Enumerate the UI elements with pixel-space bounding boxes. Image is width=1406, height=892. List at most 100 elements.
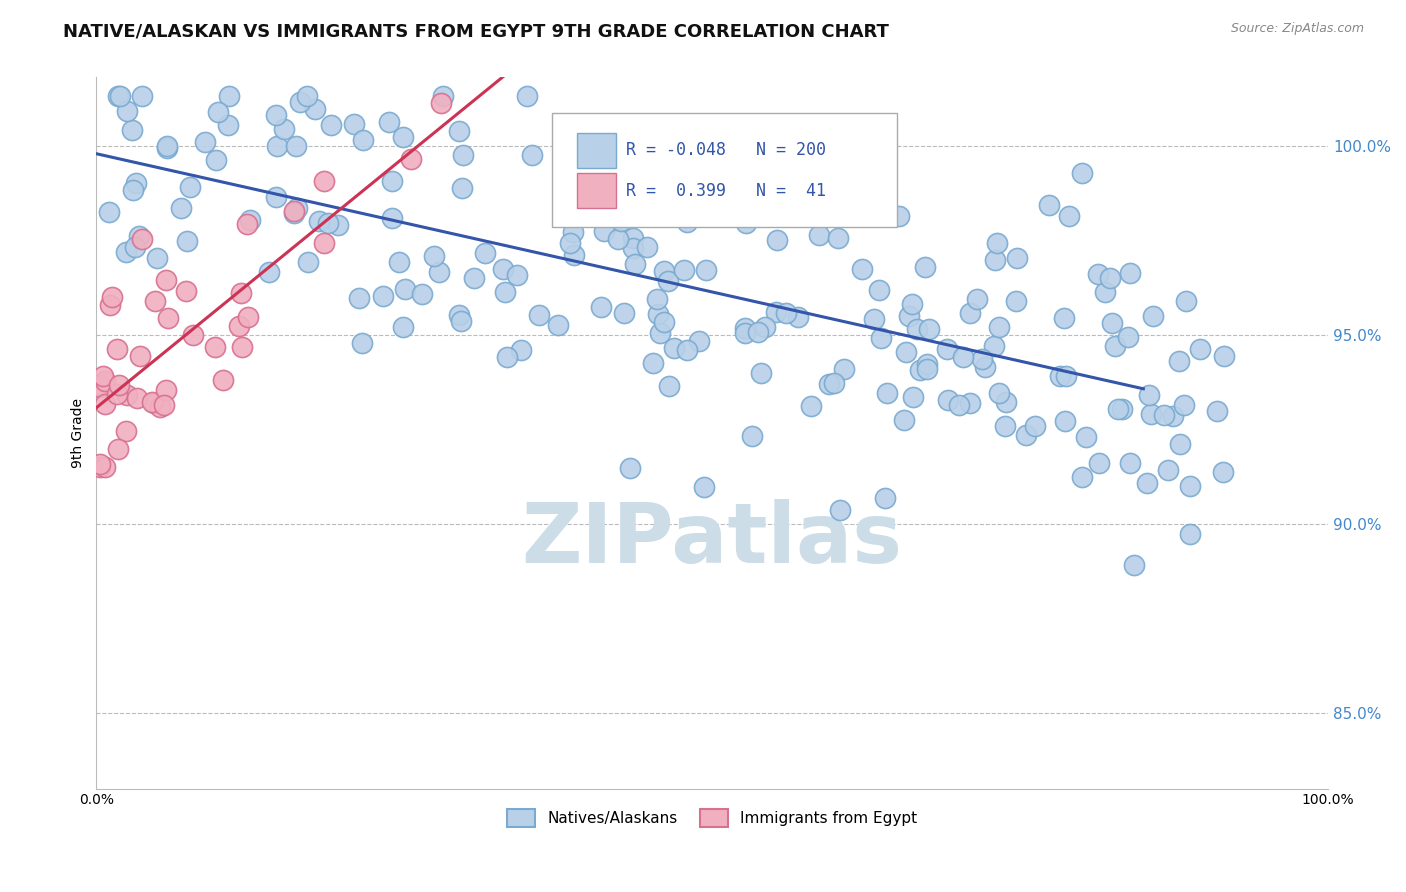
Point bbox=[1142, 310, 1164, 324]
Point bbox=[935, 342, 957, 356]
Text: NATIVE/ALASKAN VS IMMIGRANTS FROM EGYPT 9TH GRADE CORRELATION CHART: NATIVE/ALASKAN VS IMMIGRANTS FROM EGYPT … bbox=[63, 22, 889, 40]
Point bbox=[1094, 285, 1116, 299]
Point bbox=[170, 201, 193, 215]
Point bbox=[1136, 475, 1159, 490]
Point bbox=[218, 89, 240, 103]
Point bbox=[1053, 311, 1076, 326]
Point bbox=[496, 350, 519, 364]
Point bbox=[392, 320, 415, 334]
Point bbox=[115, 388, 138, 402]
Point bbox=[1139, 407, 1161, 421]
Point bbox=[124, 240, 146, 254]
Point bbox=[91, 368, 114, 383]
Point bbox=[381, 211, 404, 225]
Point bbox=[1057, 209, 1080, 223]
Point bbox=[427, 265, 450, 279]
Point bbox=[1005, 293, 1028, 308]
Point bbox=[643, 356, 665, 370]
Point bbox=[1054, 368, 1077, 383]
Point bbox=[494, 285, 516, 299]
Point bbox=[823, 376, 845, 390]
Point bbox=[1168, 437, 1191, 451]
Point bbox=[516, 89, 538, 103]
Point bbox=[378, 115, 401, 129]
Point bbox=[98, 298, 121, 312]
FancyBboxPatch shape bbox=[553, 113, 897, 227]
Point bbox=[108, 89, 131, 103]
Point bbox=[283, 204, 305, 219]
Point bbox=[562, 248, 585, 262]
Point bbox=[217, 118, 239, 132]
Point bbox=[1167, 354, 1189, 368]
Point bbox=[1163, 409, 1185, 423]
Point bbox=[621, 241, 644, 255]
Point bbox=[1015, 428, 1038, 442]
Point bbox=[959, 306, 981, 320]
Point bbox=[205, 153, 228, 167]
Point bbox=[453, 147, 475, 161]
Point bbox=[672, 263, 695, 277]
Point bbox=[273, 121, 295, 136]
Point bbox=[898, 309, 921, 323]
Point bbox=[856, 183, 879, 197]
Point bbox=[314, 174, 336, 188]
Point bbox=[676, 215, 699, 229]
Point bbox=[983, 339, 1005, 353]
Point bbox=[875, 491, 897, 506]
Point bbox=[207, 105, 229, 120]
Point bbox=[122, 183, 145, 197]
Point bbox=[321, 119, 343, 133]
Point bbox=[610, 213, 633, 227]
Point bbox=[89, 380, 111, 394]
Point bbox=[734, 194, 756, 208]
Point bbox=[561, 145, 583, 159]
Point bbox=[506, 268, 529, 282]
Point bbox=[830, 202, 852, 216]
Point bbox=[492, 262, 515, 277]
Point bbox=[411, 286, 433, 301]
Point bbox=[212, 373, 235, 387]
Point bbox=[115, 104, 138, 119]
Point bbox=[229, 285, 252, 300]
Point bbox=[652, 264, 675, 278]
Point bbox=[155, 383, 177, 397]
FancyBboxPatch shape bbox=[576, 133, 616, 168]
Point bbox=[257, 265, 280, 279]
Legend: Natives/Alaskans, Immigrants from Egypt: Natives/Alaskans, Immigrants from Egypt bbox=[499, 801, 925, 834]
Point bbox=[373, 288, 395, 302]
Point bbox=[449, 308, 471, 322]
Point bbox=[451, 181, 474, 195]
Point bbox=[1104, 339, 1126, 353]
Point bbox=[1178, 527, 1201, 541]
Point bbox=[394, 282, 416, 296]
Point bbox=[915, 362, 938, 376]
Point bbox=[432, 89, 454, 103]
Point bbox=[520, 148, 543, 162]
Point bbox=[527, 308, 550, 322]
Text: R = -0.048   N = 200: R = -0.048 N = 200 bbox=[626, 141, 825, 159]
Point bbox=[894, 344, 917, 359]
Point bbox=[1054, 414, 1077, 428]
Point bbox=[749, 367, 772, 381]
Point bbox=[1137, 388, 1160, 402]
Point bbox=[734, 216, 756, 230]
Text: R =  0.399   N =  41: R = 0.399 N = 41 bbox=[626, 182, 825, 200]
Point bbox=[1098, 271, 1121, 285]
Point bbox=[1212, 465, 1234, 479]
Point bbox=[326, 218, 349, 232]
Point bbox=[800, 399, 823, 413]
Point bbox=[94, 460, 117, 475]
Point bbox=[156, 139, 179, 153]
Point bbox=[984, 252, 1007, 267]
Point bbox=[105, 342, 128, 356]
Point bbox=[308, 214, 330, 228]
Point bbox=[430, 96, 453, 111]
Point bbox=[285, 202, 308, 216]
Point bbox=[388, 255, 411, 269]
Point bbox=[693, 480, 716, 494]
Point bbox=[1119, 266, 1142, 280]
Point bbox=[901, 390, 924, 404]
Point bbox=[782, 197, 804, 211]
Point bbox=[1213, 349, 1236, 363]
Point bbox=[994, 419, 1017, 434]
